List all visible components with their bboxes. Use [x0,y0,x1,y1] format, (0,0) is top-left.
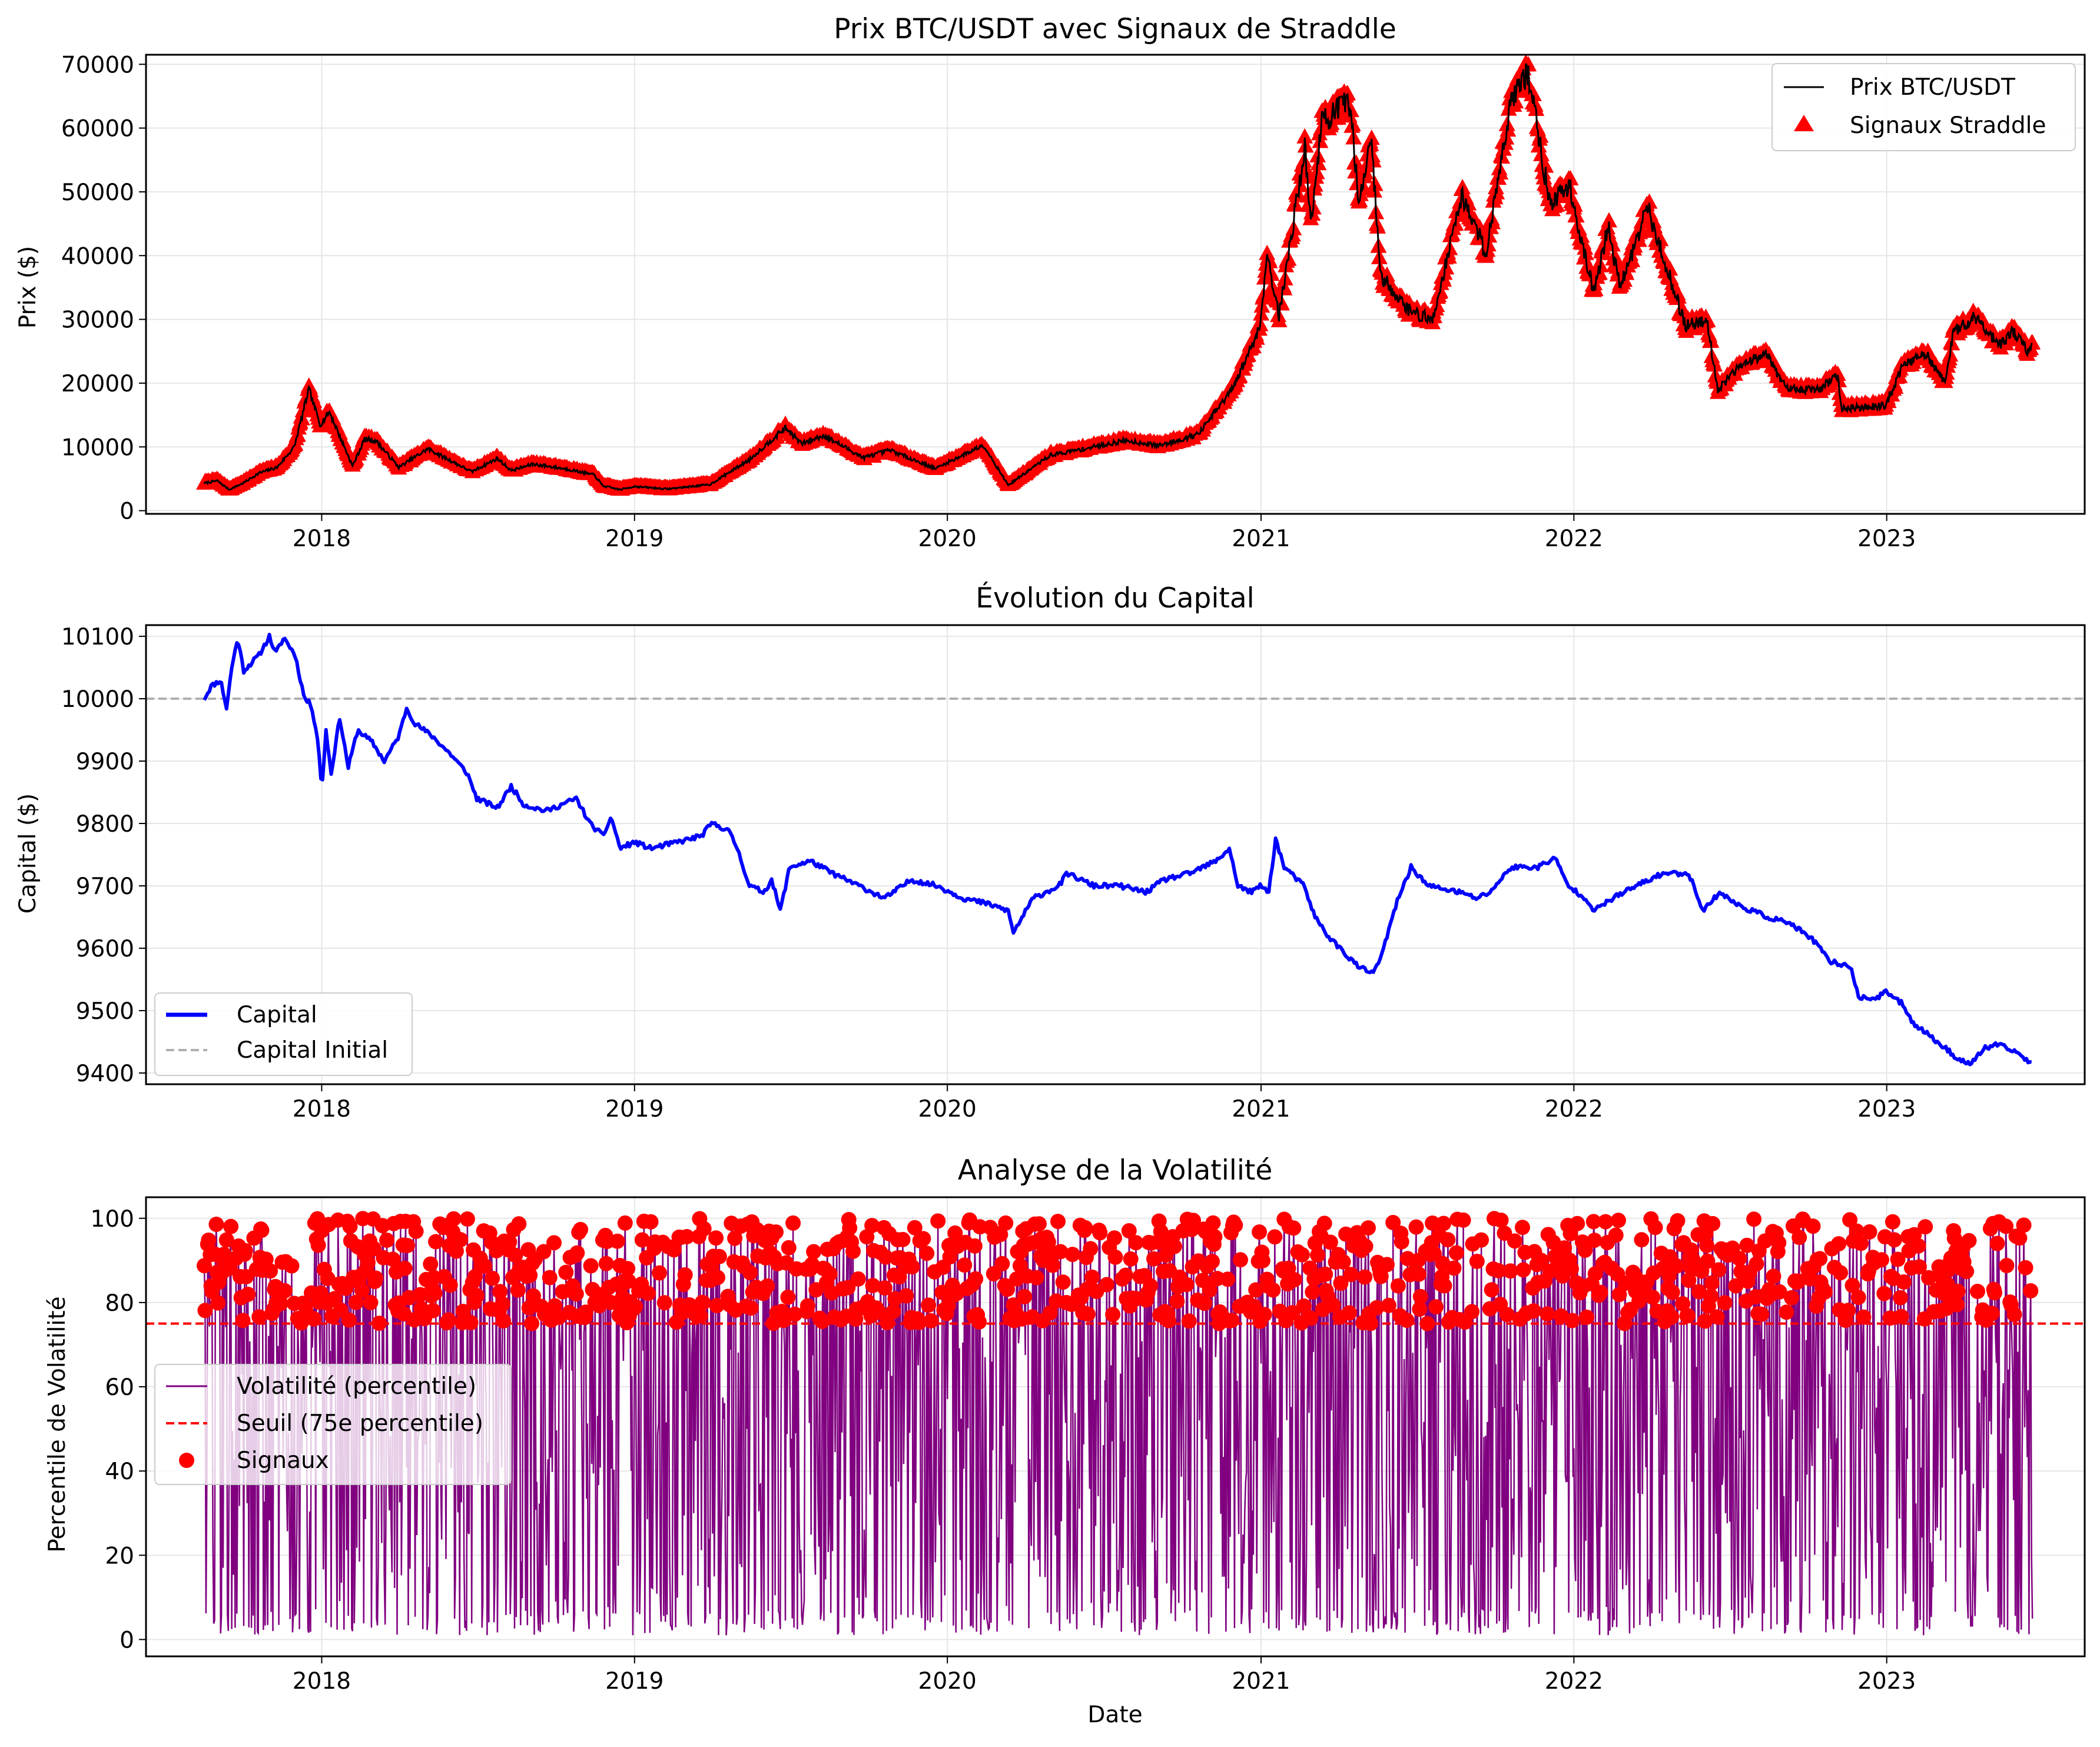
y-tick-label: 100 [91,1206,134,1233]
y-tick-label: 10100 [61,624,134,650]
x-tick-label: 2023 [1857,1096,1916,1122]
capital-legend-box [154,992,413,1076]
volatility-panel: Analyse de la Volatilité Percentile de V… [44,1154,2086,1728]
y-tick-label: 0 [120,1627,134,1653]
x-tick-label: 2020 [918,1096,977,1122]
y-tick-label: 0 [120,499,134,525]
capital-panel-title: Évolution du Capital [976,582,1254,615]
price-series [196,54,2041,496]
x-tick-label: 2019 [605,1668,663,1695]
y-tick-label: 9900 [76,749,134,775]
price-y-axis-label: Prix ($) [15,246,41,328]
y-tick-label: 50000 [61,180,134,206]
volatility-legend-label-vol: Volatilité (percentile) [237,1373,476,1400]
x-tick-label: 2019 [605,1096,663,1122]
y-tick-label: 9500 [76,998,134,1025]
price-panel: Prix BTC/USDT avec Signaux de Straddle P… [15,13,2086,552]
y-tick-label: 30000 [61,307,134,334]
x-tick-label: 2021 [1232,1096,1290,1122]
price-legend-triangle-swatch [1794,115,1814,131]
x-tick-label: 2020 [918,1668,977,1695]
y-tick-label: 60 [105,1374,134,1401]
x-tick-label: 2018 [293,1668,351,1695]
y-tick-label: 40000 [61,243,134,270]
x-tick-label: 2018 [293,526,351,552]
price-legend-box [1771,63,2076,151]
price-legend-label-price: Prix BTC/USDT [1850,74,2015,101]
x-tick-label: 2018 [293,1096,351,1122]
x-tick-label: 2022 [1545,1668,1603,1695]
price-legend: Prix BTC/USDT Signaux Straddle [1771,63,2076,151]
volatility-axes-frame [145,1196,2086,1658]
volatility-legend-dot-swatch [179,1453,194,1468]
volatility-panel-title: Analyse de la Volatilité [958,1154,1273,1187]
x-tick-label: 2021 [1232,526,1290,552]
y-tick-label: 9600 [76,936,134,962]
volatility-series [146,1211,2085,1636]
capital-grid [146,625,2085,1084]
x-tick-label: 2022 [1545,526,1603,552]
price-line [203,63,2033,491]
capital-legend-label-initial: Capital Initial [237,1037,388,1064]
capital-y-ticks: 9400 9500 9600 9700 9800 9900 10000 10100 [61,624,146,1087]
price-y-ticks: 0 10000 20000 30000 40000 50000 60000 70000 [61,52,146,525]
x-tick-label: 2020 [918,526,977,552]
y-tick-label: 9400 [76,1061,134,1087]
x-tick-label: 2021 [1232,1668,1290,1695]
capital-legend: Capital Capital Initial [154,992,413,1076]
y-tick-label: 40 [105,1459,134,1485]
y-tick-label: 9700 [76,874,134,900]
capital-line [203,633,2032,1067]
capital-x-ticks: 2018 2019 2020 2021 2022 2023 [293,1084,1916,1122]
y-tick-label: 9800 [76,811,134,838]
volatility-legend: Volatilité (percentile) Seuil (75e perce… [154,1364,512,1485]
price-x-ticks: 2018 2019 2020 2021 2022 2023 [293,514,1916,552]
volatility-legend-label-threshold: Seuil (75e percentile) [237,1410,483,1437]
y-tick-label: 80 [105,1290,134,1317]
volatility-legend-label-signals: Signaux [237,1447,329,1474]
y-tick-label: 10000 [61,686,134,713]
capital-legend-label-capital: Capital [237,1002,317,1028]
y-tick-label: 20000 [61,371,134,397]
price-panel-title: Prix BTC/USDT avec Signaux de Straddle [834,13,1396,45]
y-tick-label: 10000 [61,434,134,461]
volatility-signal-markers [197,1211,2039,1331]
y-tick-label: 60000 [61,116,134,142]
volatility-legend-box [154,1364,512,1485]
x-tick-label: 2023 [1857,1668,1916,1695]
x-tick-label: 2023 [1857,526,1916,552]
straddle-signal-markers [196,54,2041,496]
capital-y-axis-label: Capital ($) [15,793,41,914]
price-legend-label-signals: Signaux Straddle [1850,112,2046,139]
x-tick-label: 2019 [605,526,663,552]
volatility-y-axis-label: Percentile de Volatilité [44,1296,71,1552]
volatility-x-ticks: 2018 2019 2020 2021 2022 2023 [293,1656,1916,1695]
y-tick-label: 20 [105,1543,134,1569]
x-tick-label: 2022 [1545,1096,1603,1122]
capital-axes-frame [145,624,2086,1085]
volatility-x-axis-label: Date [1087,1702,1142,1728]
capital-panel: Évolution du Capital Capital ($) 2018 201… [15,582,2086,1122]
y-tick-label: 70000 [61,52,134,78]
volatility-y-ticks: 0 20 40 60 80 100 [91,1206,146,1653]
capital-series [146,633,2085,1067]
price-axes-frame [145,54,2086,515]
